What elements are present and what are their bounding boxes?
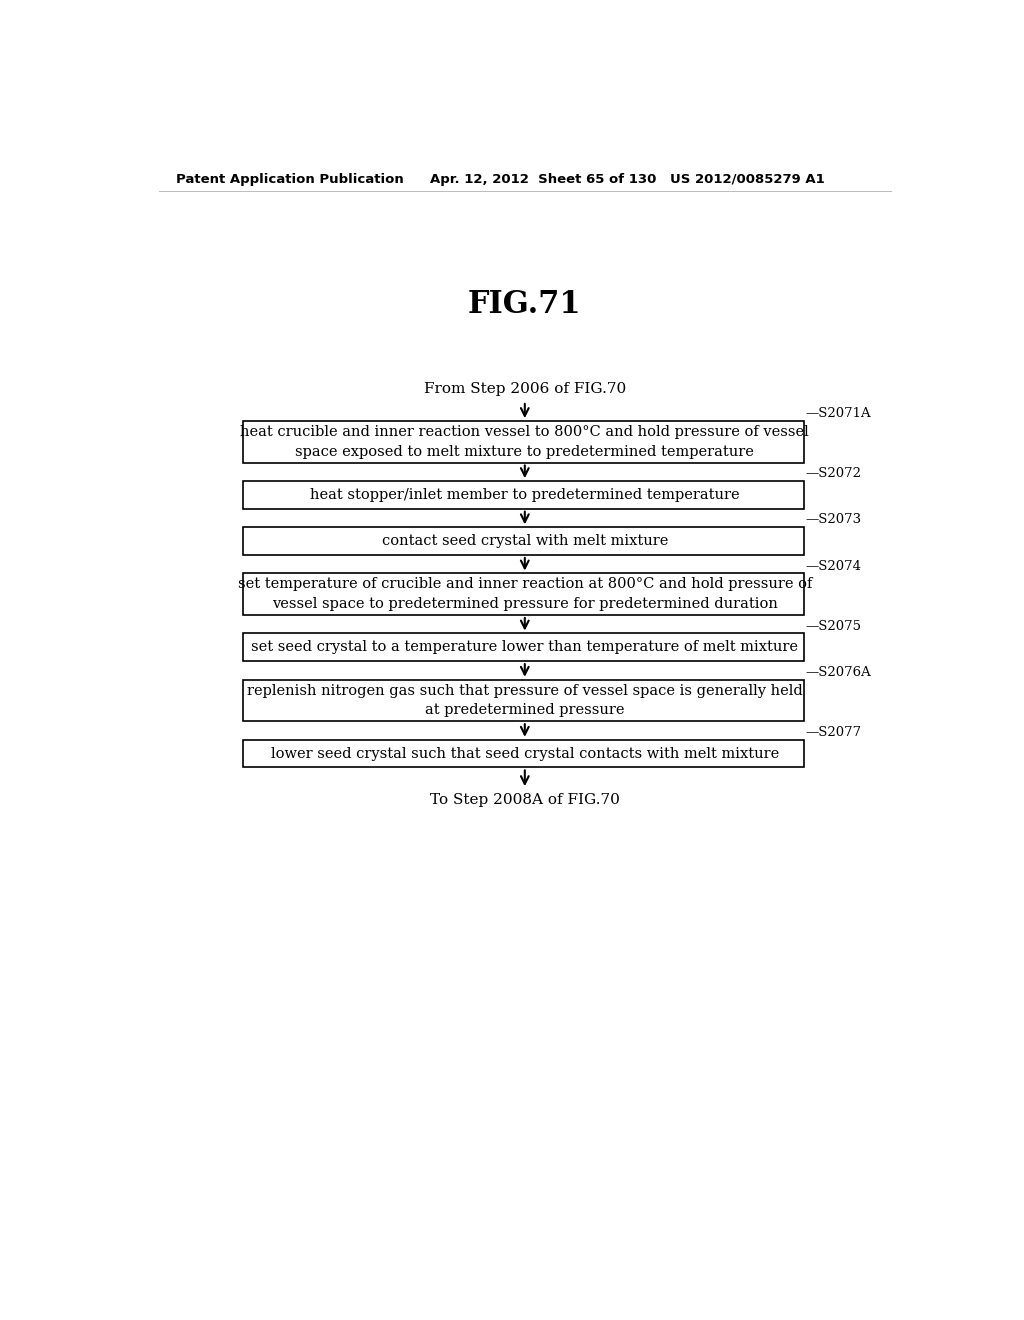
Bar: [243, 480, 804, 508]
Text: set temperature of crucible and inner reaction at 800°C and hold pressure of
ves: set temperature of crucible and inner re…: [238, 577, 812, 611]
Bar: [243, 680, 804, 721]
Text: heat crucible and inner reaction vessel to 800°C and hold pressure of vessel
spa: heat crucible and inner reaction vessel …: [241, 425, 809, 458]
Text: US 2012/0085279 A1: US 2012/0085279 A1: [671, 173, 825, 186]
Text: —S2076A: —S2076A: [805, 665, 871, 678]
Text: Apr. 12, 2012  Sheet 65 of 130: Apr. 12, 2012 Sheet 65 of 130: [430, 173, 656, 186]
Text: —S2074: —S2074: [805, 560, 861, 573]
Text: lower seed crystal such that seed crystal contacts with melt mixture: lower seed crystal such that seed crysta…: [270, 747, 779, 760]
Text: replenish nitrogen gas such that pressure of vessel space is generally held
at p: replenish nitrogen gas such that pressur…: [247, 684, 803, 717]
Text: —S2077: —S2077: [805, 726, 861, 739]
Text: Patent Application Publication: Patent Application Publication: [176, 173, 403, 186]
Text: —S2071A: —S2071A: [805, 407, 871, 420]
Text: —S2073: —S2073: [805, 513, 861, 527]
Text: FIG.71: FIG.71: [468, 289, 582, 321]
Text: set seed crystal to a temperature lower than temperature of melt mixture: set seed crystal to a temperature lower …: [251, 640, 799, 655]
Text: —S2075: —S2075: [805, 619, 861, 632]
Bar: [243, 739, 804, 767]
Text: From Step 2006 of FIG.70: From Step 2006 of FIG.70: [424, 383, 626, 396]
Text: heat stopper/inlet member to predetermined temperature: heat stopper/inlet member to predetermin…: [310, 488, 739, 502]
Bar: [243, 634, 804, 661]
Text: To Step 2008A of FIG.70: To Step 2008A of FIG.70: [430, 793, 620, 807]
Bar: [243, 421, 804, 462]
Bar: [243, 573, 804, 615]
Text: contact seed crystal with melt mixture: contact seed crystal with melt mixture: [382, 535, 668, 548]
Bar: [243, 527, 804, 554]
Text: —S2072: —S2072: [805, 467, 861, 480]
